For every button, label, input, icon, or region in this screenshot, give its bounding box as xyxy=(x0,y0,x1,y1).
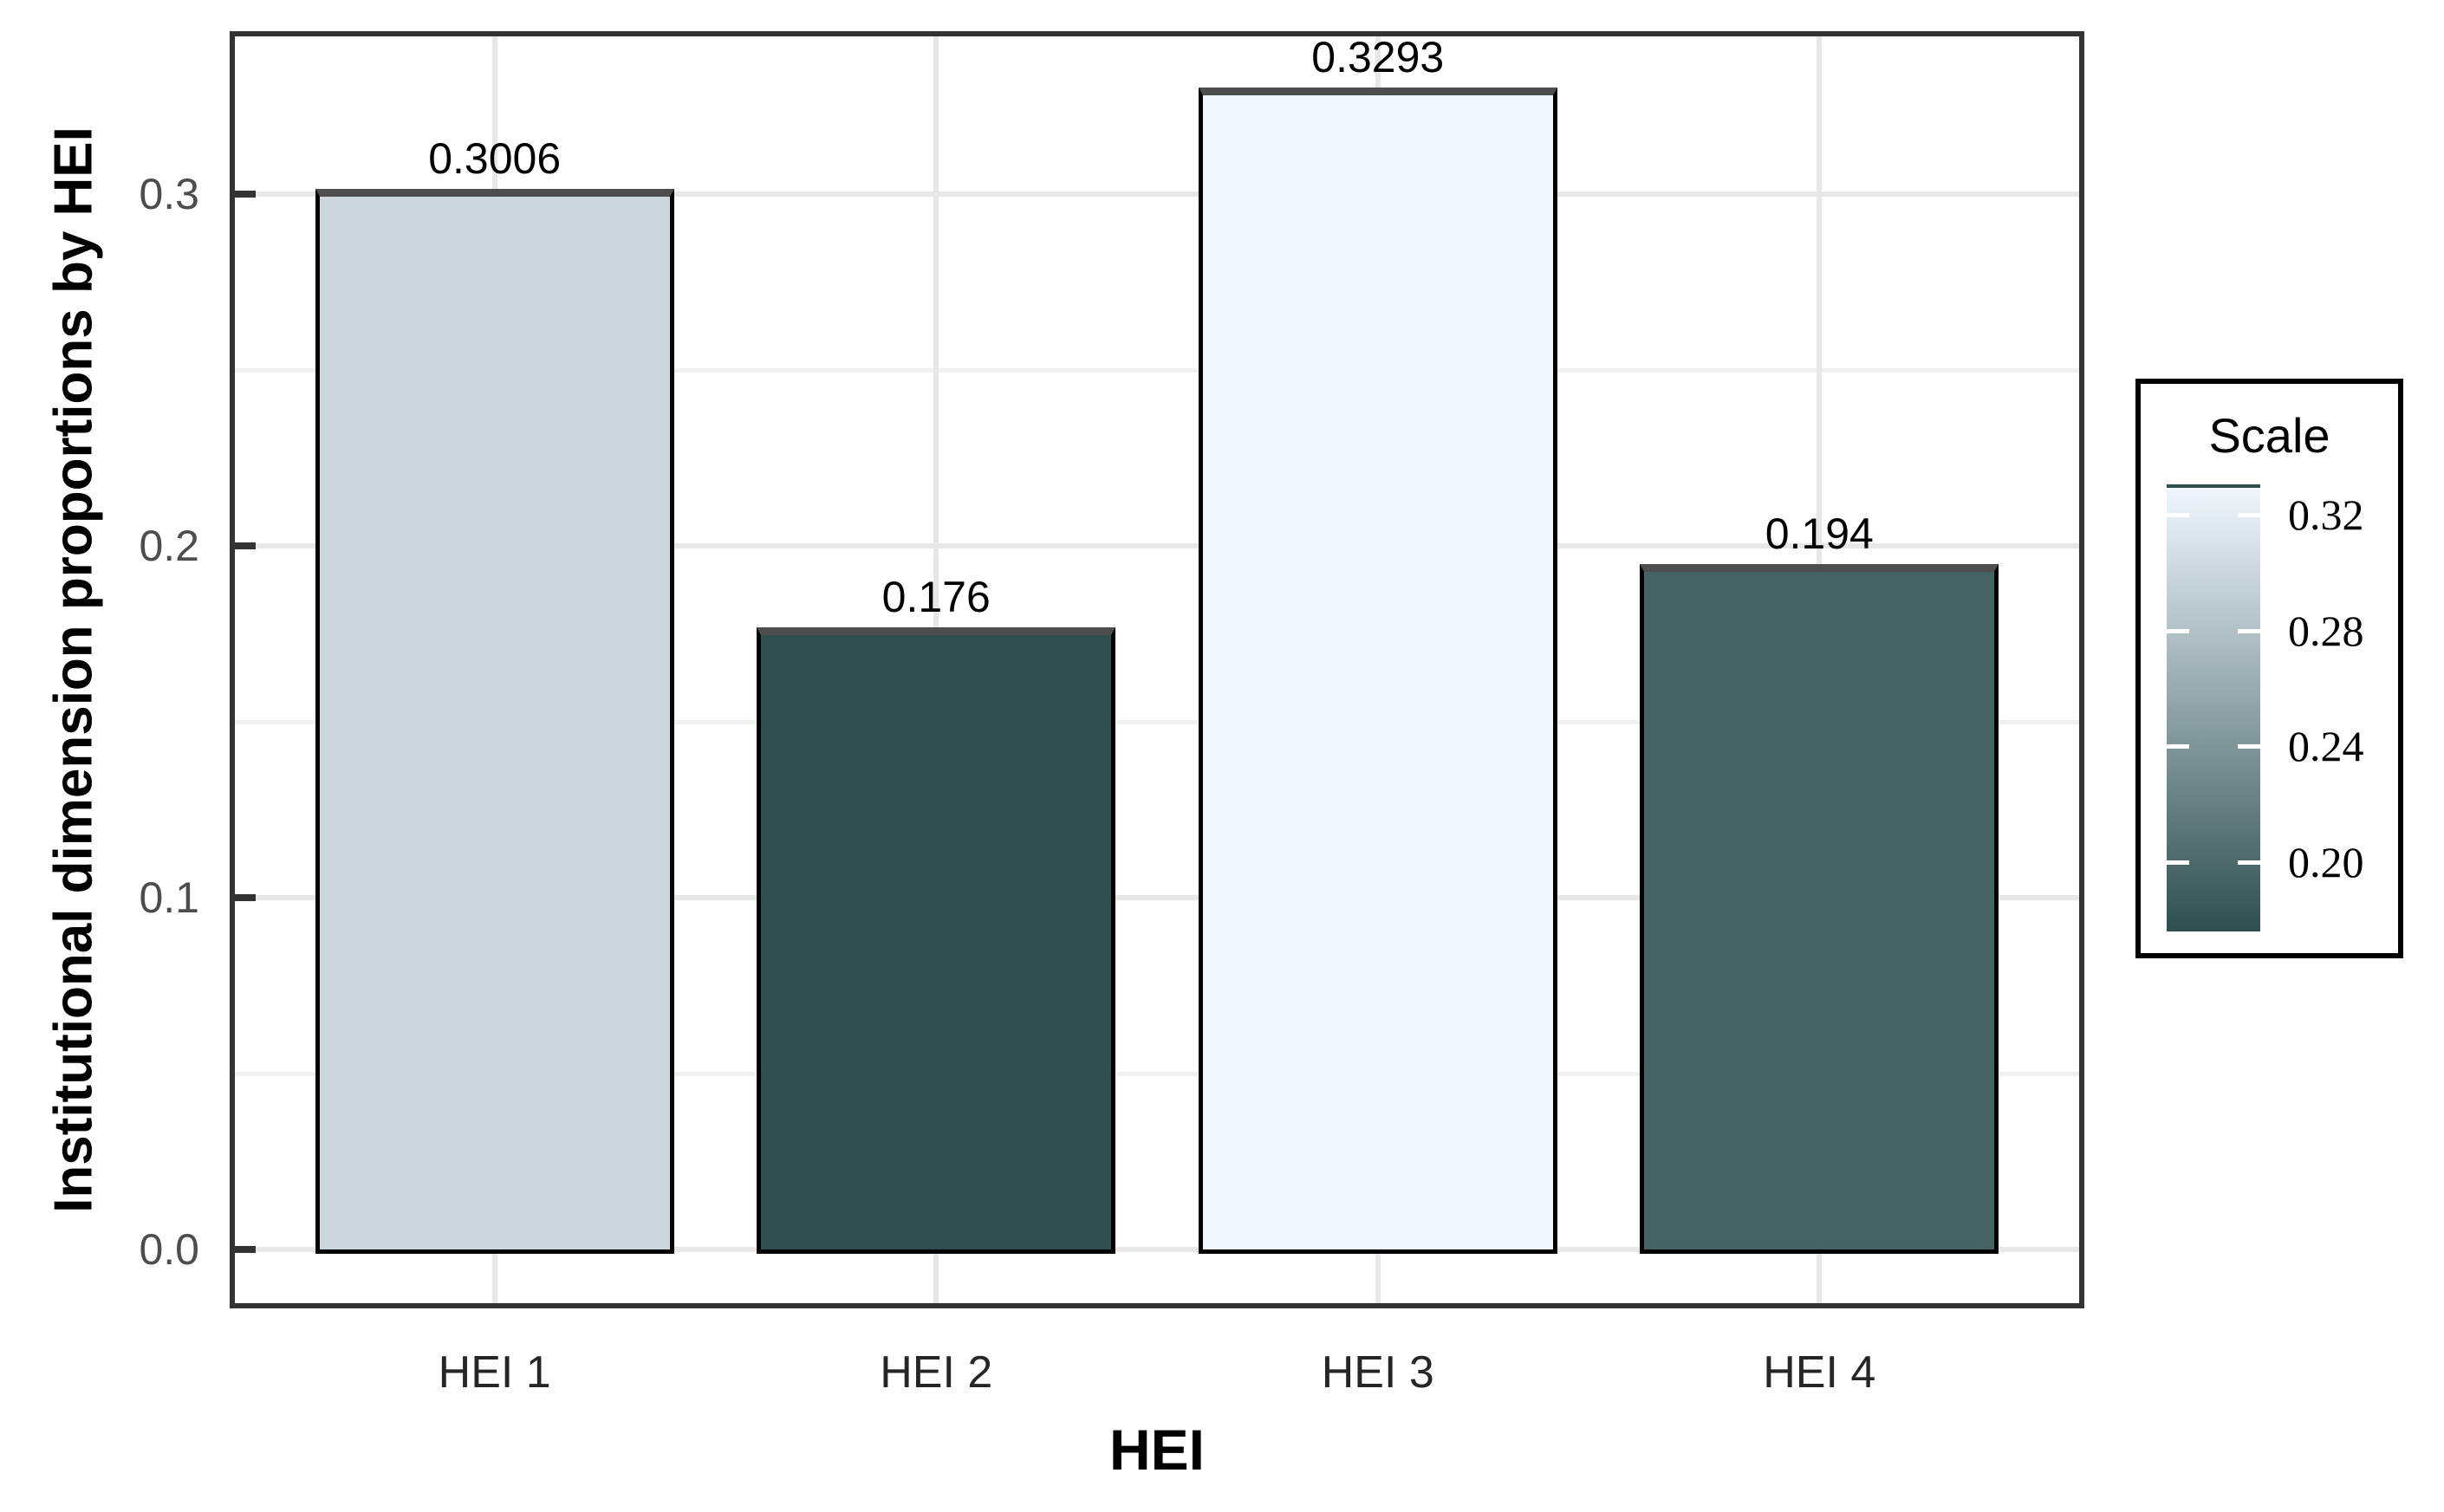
bar xyxy=(757,626,1116,1254)
legend-tick xyxy=(2167,860,2189,865)
y-gridline-minor xyxy=(235,720,2079,725)
bar-value-label: 0.3006 xyxy=(428,133,562,183)
legend-gradient-bar xyxy=(2167,484,2260,931)
y-tick xyxy=(235,191,256,198)
legend-tick xyxy=(2238,628,2260,633)
legend-title: Scale xyxy=(2208,408,2330,463)
bar-value-label: 0.3293 xyxy=(1311,33,1445,82)
y-gridline-major xyxy=(235,1247,2079,1252)
y-tick-label: 0.1 xyxy=(139,873,199,923)
y-gridline-major xyxy=(235,543,2079,549)
y-tick-label: 0.3 xyxy=(139,170,199,219)
x-tick-label: HEI 4 xyxy=(1763,1347,1876,1398)
y-gridline-major xyxy=(235,895,2079,901)
legend-tick xyxy=(2167,744,2189,750)
legend-box: Scale 0.32 0.28 0.24 0.20 xyxy=(2135,379,2403,958)
x-axis-title: HEI xyxy=(1108,1418,1206,1482)
y-gridline-minor xyxy=(235,1072,2079,1077)
bar xyxy=(1640,563,1999,1254)
y-gridline-minor xyxy=(235,368,2079,373)
legend-tick-label: 0.32 xyxy=(2288,490,2364,540)
legend-tick xyxy=(2238,513,2260,518)
legend-tick xyxy=(2238,860,2260,865)
x-tick-label: HEI 2 xyxy=(880,1347,993,1398)
y-tick xyxy=(235,1246,256,1253)
legend-tick xyxy=(2167,513,2189,518)
bar xyxy=(315,188,674,1254)
x-tick-label: HEI 1 xyxy=(438,1347,551,1398)
legend-tick-label: 0.24 xyxy=(2288,722,2364,771)
legend-tick xyxy=(2167,628,2189,633)
x-tick-label: HEI 3 xyxy=(1321,1347,1434,1398)
bar-value-label: 0.176 xyxy=(881,572,991,621)
bar xyxy=(1198,88,1557,1254)
legend-tick-label: 0.20 xyxy=(2288,837,2364,886)
legend-tick-label: 0.28 xyxy=(2288,606,2364,655)
y-tick-label: 0.0 xyxy=(139,1225,199,1274)
y-tick xyxy=(235,894,256,902)
y-tick-label: 0.2 xyxy=(139,522,199,571)
y-axis-title: Institutional dimension proportions by H… xyxy=(43,127,104,1213)
y-tick xyxy=(235,542,256,550)
plot-panel-border xyxy=(230,31,2084,1308)
y-gridline-major xyxy=(235,191,2079,198)
legend-tick xyxy=(2238,744,2260,750)
bar-value-label: 0.194 xyxy=(1765,509,1874,558)
